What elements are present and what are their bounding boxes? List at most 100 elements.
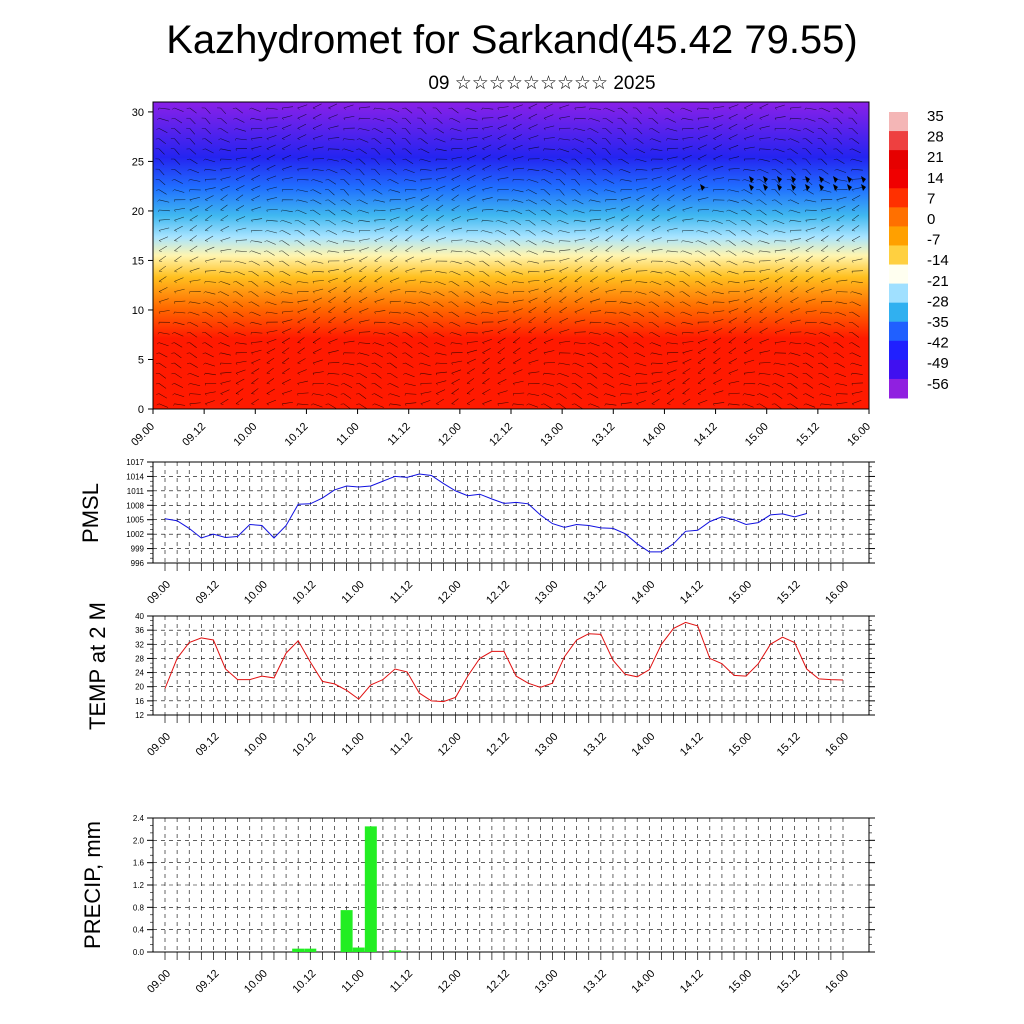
wind-barb-flag [189,230,193,232]
wind-barb [174,403,186,406]
wind-barb [436,194,444,201]
wind-barb [482,330,493,333]
wind-barb-flag [328,301,332,303]
wind-barb [312,270,324,273]
wind-barb [851,352,861,358]
wind-barb [451,250,463,253]
wind-barb-flag [697,179,701,182]
wind-barb-flag [526,403,529,406]
wind-barb-flag [648,301,652,303]
wind-barb [559,317,569,323]
wind-barb [620,362,630,368]
wind-barb [205,168,217,171]
colorbar-label: -21 [927,273,949,290]
wind-barb [266,301,277,306]
wind-barb-flag [297,169,299,172]
wind-barb [312,337,321,343]
wind-barb-flag [818,372,822,375]
wind-barb-flag [741,403,745,406]
wind-barb [774,219,785,225]
wind-barb-flag [851,250,855,253]
wind-barb [851,107,858,115]
wind-barb [174,107,184,112]
wind-barb [574,266,583,272]
wind-barb [466,301,476,307]
wind-barb [728,308,739,313]
wind-barb [590,138,598,145]
wind-barb [343,249,355,252]
wind-barb-flag [728,332,732,334]
colorbar-label: 14 [927,170,944,187]
wind-barb-flag [310,240,314,242]
wind-barb [574,209,585,214]
wind-barb [574,247,585,252]
wind-barb [205,225,213,231]
x-tick-label: 09.00 [145,579,173,607]
wind-barb-flag [834,168,837,171]
wind-barb [158,148,165,155]
wind-barb-flag [651,240,654,243]
wind-barb [774,240,786,242]
wind-barb-flag [695,281,699,283]
wind-barb [574,276,582,282]
wind-barb [574,128,586,132]
wind-barb [482,107,494,110]
wind-barb [805,218,817,221]
wind-barb-flag [202,352,206,355]
wind-barb [282,328,292,333]
wind-barb-flag [312,311,316,314]
wind-barb-flag [173,403,175,406]
wind-barb [851,291,863,295]
wind-barb-flag [759,271,762,274]
wind-barb [528,316,536,323]
y-tick-label: 1017 [126,458,144,467]
wind-barb-flag [189,281,192,284]
wind-barb-flag [497,169,500,171]
wind-barb [312,403,323,408]
wind-barb-flag [820,403,822,406]
wind-barb-flag [528,362,531,365]
wind-barb [158,138,166,145]
wind-barb-flag [451,393,455,395]
y-tick-label: 1005 [126,516,144,525]
colorbar-label: 21 [927,149,944,166]
wind-barb-flag [328,128,331,131]
wind-barb [205,400,215,405]
wind-barb [805,107,817,110]
wind-barb [713,250,721,257]
wind-barb [374,403,384,408]
wind-barb-flag [220,240,223,243]
wind-barb [189,118,196,125]
wind-barb-flag [294,260,298,263]
heatmap-x-tick-label: 15.00 [743,421,771,449]
wind-pennant [861,176,866,183]
wind-barb [821,216,831,221]
wind-barb [251,341,263,343]
wind-barb-flag [620,230,625,232]
wind-barb [328,327,337,333]
wind-barb [389,311,401,314]
wind-barb [205,128,212,135]
wind-barb [343,372,354,377]
wind-barb-flag [341,219,344,222]
wind-barb-flag [759,281,762,284]
wind-pennant [805,176,810,183]
wind-barb [697,117,709,119]
wind-barb [821,107,831,113]
wind-barb [821,311,833,314]
wind-barb [682,281,690,287]
wind-barb [574,297,583,303]
wind-barb [451,194,459,201]
wind-barb-flag [836,240,840,242]
wind-barb [821,403,833,406]
wind-barb [744,230,752,236]
wind-barb [405,279,417,282]
wind-barb-flag [788,209,791,212]
wind-barb-flag [634,291,637,294]
wind-barb-flag [387,117,391,120]
wind-barb [682,358,692,364]
wind-barb [513,327,521,333]
wind-barb-flag [695,291,699,293]
wind-barb [636,225,644,231]
colorbar-swatch [889,226,908,246]
